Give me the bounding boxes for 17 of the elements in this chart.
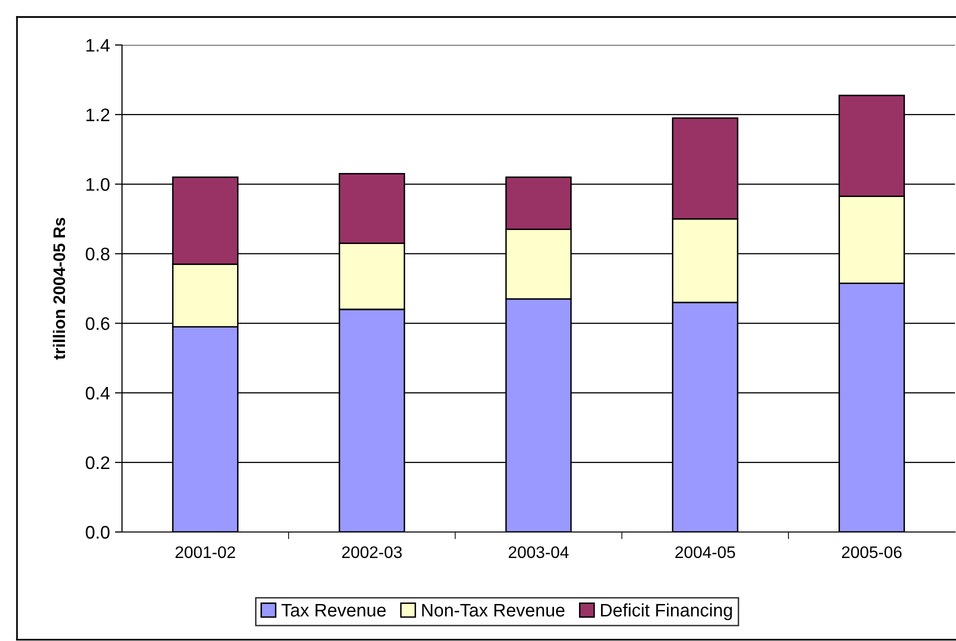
y-tick-label: 0.2 (86, 456, 110, 470)
y-axis-title: trillion 2004-05 Rs (52, 218, 66, 360)
y-tick-label: 1.2 (86, 108, 110, 122)
x-tick-label: 2004-05 (675, 546, 736, 558)
x-tick-label: 2005-06 (842, 546, 902, 558)
y-tick-label: 0.6 (86, 317, 110, 330)
legend-label: Tax Revenue (281, 604, 386, 617)
y-tick-label: 1.4 (86, 39, 110, 52)
legend-label: Non-Tax Revenue (422, 604, 564, 617)
x-tick-label: 2003-04 (508, 546, 569, 558)
x-tick-label: 2001-02 (176, 546, 236, 558)
x-tick-label: 2002-03 (342, 546, 402, 558)
y-tick-label: 1.0 (86, 178, 110, 191)
y-tick-label: 0.4 (86, 386, 110, 400)
y-tick-label: 0.0 (86, 526, 110, 539)
legend-label: Deficit Financing (601, 603, 732, 620)
y-tick-label: 0.8 (86, 248, 110, 260)
